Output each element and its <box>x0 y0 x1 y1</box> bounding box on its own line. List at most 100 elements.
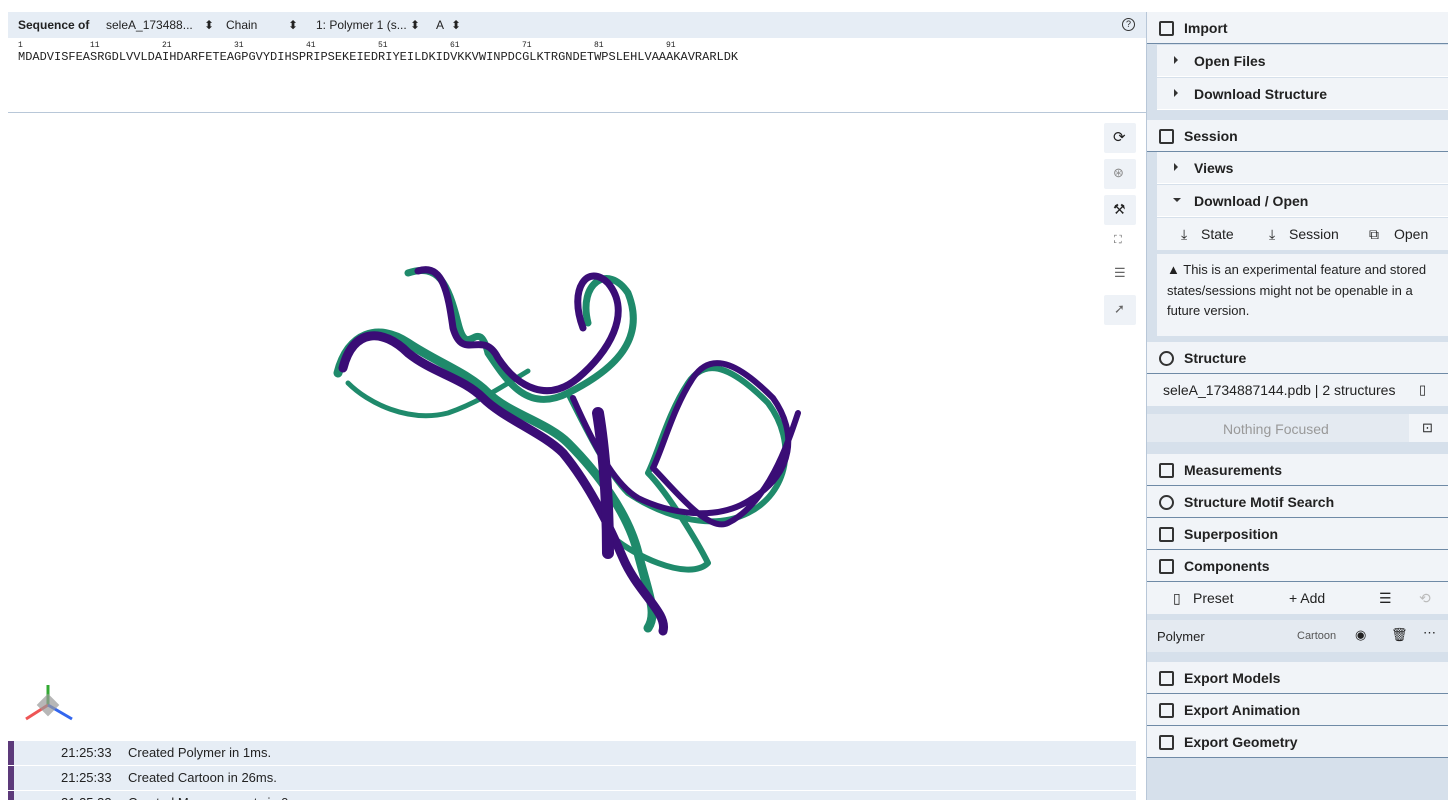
chain-b-trace <box>404 267 637 403</box>
icon <box>1159 559 1174 574</box>
preset-button[interactable]: Preset <box>1193 590 1234 606</box>
structure-select[interactable]: seleA_173488... <box>106 18 193 32</box>
icon: ⛶ <box>1114 234 1122 246</box>
log-row: 21:25:33 Created Polymer in 1ms. <box>8 741 1136 766</box>
viewport[interactable]: ⟳ ⊛ ⚒ ⛶ ☰ ➚ <box>8 113 1146 740</box>
delete-button[interactable]: 🗑 <box>1391 627 1408 642</box>
subsection[interactable]: Open Files <box>1157 45 1448 77</box>
chain-b-trace <box>345 368 531 419</box>
state-button[interactable]: State <box>1201 226 1234 242</box>
settings-button[interactable]: ☰ <box>1104 259 1136 289</box>
sequence-panel: Sequence of seleA_173488... ⬍ Chain ⬍ 1:… <box>8 12 1146 113</box>
session-button[interactable]: Session <box>1289 226 1339 242</box>
subsection[interactable]: Views <box>1157 152 1448 184</box>
section-header[interactable]: Structure <box>1147 342 1448 374</box>
options-button[interactable]: ☰ <box>1379 590 1392 606</box>
sequence-header: Sequence of seleA_173488... ⬍ Chain ⬍ 1:… <box>8 12 1146 38</box>
component-row[interactable]: Polymer Cartoon ◉ 🗑 ⋯ <box>1147 620 1448 652</box>
section-header[interactable]: Session <box>1147 120 1448 152</box>
icon: ⤓ <box>1181 226 1188 242</box>
chain-select[interactable]: A <box>436 18 445 32</box>
focus-button[interactable]: ⊡ <box>1409 414 1448 442</box>
section-header[interactable]: Export Models <box>1147 662 1448 694</box>
icon: ⤓ <box>1269 226 1276 242</box>
section-header[interactable]: Import <box>1147 12 1448 44</box>
icon: ☰ <box>1114 265 1126 280</box>
warning: ▲ This is an experimental feature and st… <box>1157 254 1448 336</box>
chain-a-trace <box>570 360 801 528</box>
screenshot-button[interactable]: ⊛ <box>1104 159 1136 189</box>
subsection[interactable]: Download Structure <box>1157 78 1448 110</box>
icon: ⊡ <box>1422 420 1433 435</box>
log-marker <box>8 741 14 765</box>
axis-center <box>36 693 60 717</box>
sequence-number: 21 <box>162 41 172 50</box>
axes-gizmo <box>25 685 73 721</box>
mode-select[interactable]: Chain <box>226 18 258 32</box>
icon <box>1159 527 1174 542</box>
title: Components <box>1184 558 1270 574</box>
warning-text: This is an experimental feature and stor… <box>1167 262 1427 318</box>
file: seleA_1734887144.pdb | 2 structures <box>1163 382 1396 398</box>
icon: ⚒ <box>1113 201 1126 217</box>
log-row: 21:25:33 Created Cartoon in 26ms. <box>8 766 1136 791</box>
title: Session <box>1184 128 1238 144</box>
section-header[interactable]: Superposition <box>1147 518 1448 550</box>
title: Download / Open <box>1194 193 1309 209</box>
log-marker <box>8 791 14 800</box>
sequence-number: 41 <box>306 41 316 50</box>
help-icon[interactable]: ? <box>1122 18 1135 31</box>
icon <box>1174 56 1178 64</box>
sequence-number: 1 <box>18 41 23 50</box>
icon: ▯ <box>1173 590 1181 606</box>
title: Structure <box>1184 350 1247 366</box>
sequence-number: 81 <box>594 41 604 50</box>
section-header[interactable]: Export Animation <box>1147 694 1448 726</box>
icon <box>1173 198 1181 202</box>
open-button[interactable]: Open <box>1394 226 1429 242</box>
sequence-number: 11 <box>90 41 100 50</box>
label: Sequence of <box>18 18 90 32</box>
sequence-number: 31 <box>234 41 244 50</box>
title: Superposition <box>1184 526 1279 542</box>
icon: ➚ <box>1114 301 1125 316</box>
select-arrow: ⬍ <box>451 18 462 32</box>
reset-camera-button[interactable]: ⟳ <box>1104 123 1136 153</box>
controls-button[interactable]: ⚒ <box>1104 195 1136 225</box>
log-message: Created Cartoon in 26ms. <box>128 770 277 785</box>
icon: ⧉ <box>1369 226 1379 242</box>
icon <box>1159 463 1174 478</box>
subsection[interactable]: Download / Open <box>1157 185 1448 217</box>
log-time: 21:25:33 <box>61 795 112 800</box>
icon: ▯ <box>1419 382 1427 397</box>
icon: ⊛ <box>1113 165 1124 180</box>
molecule-render <box>25 266 801 721</box>
button-row: ▯ Preset + Add ☰ ⟲ <box>1147 582 1448 614</box>
log-time: 21:25:33 <box>61 745 112 760</box>
visibility-button[interactable]: ◉ <box>1355 627 1367 642</box>
select-arrow: ⬍ <box>288 18 299 32</box>
icon <box>1159 703 1174 718</box>
log-message: Created Measurements in 0ms. <box>128 795 309 800</box>
structure-row[interactable]: seleA_1734887144.pdb | 2 structures ▯ <box>1147 374 1448 406</box>
section-header[interactable]: Export Geometry <box>1147 726 1448 758</box>
expand-button[interactable]: ⛶ <box>1104 227 1136 257</box>
entity-select[interactable]: 1: Polymer 1 (s... <box>316 18 407 32</box>
selection-mode-button[interactable]: ➚ <box>1104 295 1136 325</box>
icon <box>1159 495 1174 510</box>
log-time: 21:25:33 <box>61 770 112 785</box>
section-header[interactable]: Structure Motif Search <box>1147 486 1448 518</box>
sequence-number: 91 <box>666 41 676 50</box>
title: Import <box>1184 20 1228 36</box>
sequence-numbers: 1 11 21 31 41 51 61 71 81 91 <box>18 41 1118 51</box>
section-header[interactable]: Components <box>1147 550 1448 582</box>
focus-row[interactable]: Nothing Focused <box>1147 414 1409 442</box>
more-button[interactable]: ⋯ <box>1423 625 1436 640</box>
icon <box>1159 351 1174 366</box>
title: Download Structure <box>1194 86 1328 102</box>
section-header[interactable]: Measurements <box>1147 454 1448 486</box>
select-arrow: ⬍ <box>410 18 421 32</box>
undo-button[interactable]: ⟲ <box>1419 590 1431 606</box>
add-button[interactable]: + Add <box>1289 590 1326 606</box>
